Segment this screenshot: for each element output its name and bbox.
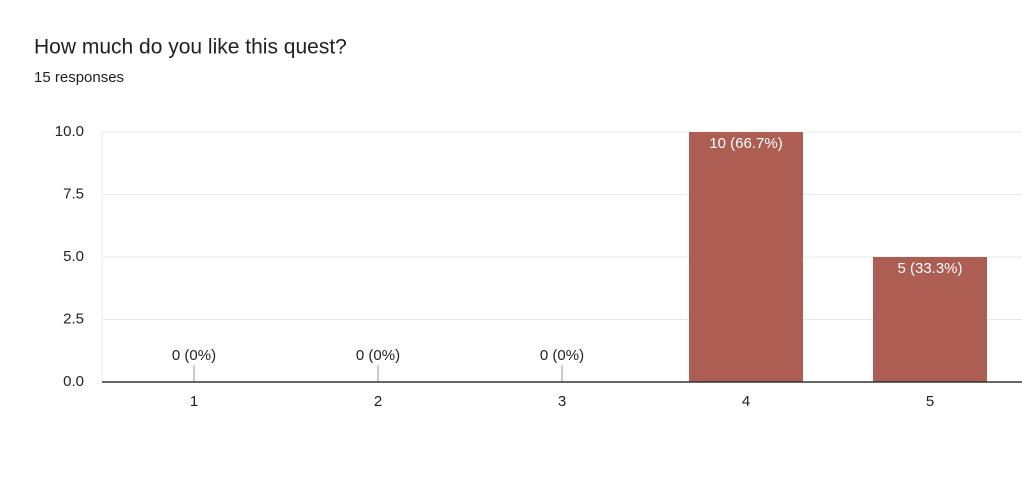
- y-tick-label: 5.0: [63, 248, 84, 265]
- data-label: 0 (0%): [172, 347, 216, 364]
- x-tick-label: 4: [742, 393, 750, 410]
- data-label: 0 (0%): [356, 347, 400, 364]
- x-tick-label: 5: [926, 393, 934, 410]
- data-label: 5 (33.3%): [897, 260, 962, 277]
- y-tick-label: 0.0: [63, 373, 84, 390]
- chart-subtitle: 15 responses: [34, 69, 124, 86]
- data-label: 10 (66.7%): [709, 135, 782, 152]
- y-tick-label: 7.5: [63, 185, 84, 202]
- x-tick-label: 3: [558, 393, 566, 410]
- bar: [873, 257, 987, 382]
- x-tick-label: 1: [190, 393, 198, 410]
- bar: [689, 132, 803, 382]
- data-label: 0 (0%): [540, 347, 584, 364]
- y-tick-label: 2.5: [63, 310, 84, 327]
- chart-title: How much do you like this quest?: [34, 36, 347, 59]
- y-tick-label: 10.0: [55, 123, 84, 140]
- x-tick-label: 2: [374, 393, 382, 410]
